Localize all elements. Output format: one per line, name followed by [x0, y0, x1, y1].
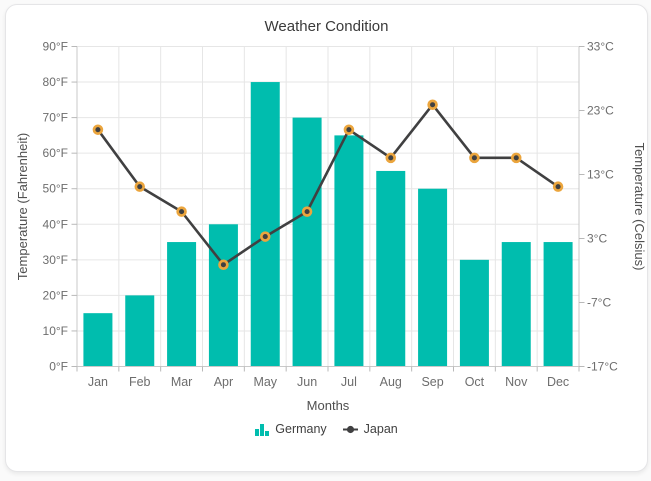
- bar-mar[interactable]: [167, 242, 197, 367]
- marker-sep[interactable]: [427, 99, 438, 110]
- x-axis-label-sep: Sep: [421, 375, 443, 389]
- legend-label-japan: Japan: [363, 422, 398, 436]
- marker-may[interactable]: [260, 231, 271, 242]
- x-axis-label-nov: Nov: [505, 375, 528, 389]
- right-axis-label: 33°C: [587, 40, 614, 54]
- marker-dec[interactable]: [552, 181, 564, 192]
- x-axis-label-jan: Jan: [88, 375, 108, 389]
- marker-mar[interactable]: [176, 206, 187, 217]
- bar-sep[interactable]: [418, 188, 448, 367]
- left-axis-label: 70°F: [43, 111, 68, 125]
- left-axis-label: 30°F: [43, 253, 68, 267]
- line-series-japan[interactable]: [96, 103, 560, 267]
- bar-dec[interactable]: [543, 242, 573, 367]
- left-axis-label: 10°F: [43, 324, 68, 338]
- chart-svg: 0°F 10°F 20°F 30°F 40°F 50°F 60°F 70°F 80°F 90°F -…: [15, 40, 647, 414]
- marker-jul[interactable]: [343, 124, 355, 135]
- bar-feb[interactable]: [125, 295, 155, 367]
- left-axis-label: 0°F: [49, 360, 68, 374]
- bar-may[interactable]: [250, 82, 280, 367]
- marker-jan[interactable]: [92, 124, 104, 135]
- x-axis-label-mar: Mar: [171, 375, 193, 389]
- bar-jun[interactable]: [292, 117, 322, 367]
- x-axis-title: Months: [307, 398, 350, 413]
- bar-aug[interactable]: [376, 170, 406, 367]
- left-axis-label: 50°F: [43, 182, 68, 196]
- legend-label-germany: Germany: [275, 422, 327, 436]
- marker-apr[interactable]: [218, 259, 229, 270]
- right-axis-label: 3°C: [587, 232, 607, 246]
- right-axis-label: -17°C: [587, 360, 618, 374]
- legend-item-germany[interactable]: Germany: [255, 422, 327, 436]
- marker-feb[interactable]: [134, 181, 146, 192]
- x-axis-label-feb: Feb: [129, 375, 151, 389]
- right-axis-title: Temperature (Celsius): [632, 143, 647, 271]
- x-axis-label-jul: Jul: [341, 375, 357, 389]
- left-axis-label: 90°F: [43, 40, 68, 54]
- chart-title: Weather Condition: [264, 18, 389, 35]
- left-axis-title: Temperature (Fahrenheit): [15, 133, 30, 280]
- left-axis-label: 40°F: [43, 217, 68, 231]
- bar-jul[interactable]: [334, 135, 364, 367]
- right-axis-label: 13°C: [587, 168, 614, 182]
- chart-card: Weather Condition 0°F 10°F 20°F 30°F 40°F 50°…: [5, 4, 648, 472]
- legend: Germany Japan: [6, 422, 647, 436]
- bar-nov[interactable]: [501, 242, 531, 367]
- right-axis-label: -7°C: [587, 296, 611, 310]
- x-axis-label-may: May: [253, 375, 277, 389]
- line-marker-icon: [342, 425, 358, 433]
- x-axis-label-dec: Dec: [547, 375, 569, 389]
- bar-jan[interactable]: [83, 313, 113, 367]
- marker-jun[interactable]: [301, 206, 313, 217]
- legend-item-japan[interactable]: Japan: [342, 422, 398, 436]
- x-axis-label-jun: Jun: [297, 375, 317, 389]
- bar-oct[interactable]: [459, 259, 489, 367]
- chart-generated: 0°F 10°F 20°F 30°F 40°F 50°F 60°F 70°F 80°F 90°F -…: [43, 40, 619, 390]
- marker-nov[interactable]: [511, 152, 522, 164]
- bar-apr[interactable]: [208, 224, 238, 367]
- x-axis-label-aug: Aug: [380, 375, 402, 389]
- marker-oct[interactable]: [469, 152, 480, 164]
- left-axis-label: 60°F: [43, 146, 68, 160]
- column-series-icon: [255, 423, 270, 436]
- right-axis-label: 23°C: [587, 104, 614, 118]
- marker-aug[interactable]: [385, 152, 397, 164]
- x-axis-label-oct: Oct: [465, 375, 485, 389]
- left-axis-label: 20°F: [43, 288, 68, 302]
- x-axis-label-apr: Apr: [214, 375, 233, 389]
- left-axis-label: 80°F: [43, 75, 68, 89]
